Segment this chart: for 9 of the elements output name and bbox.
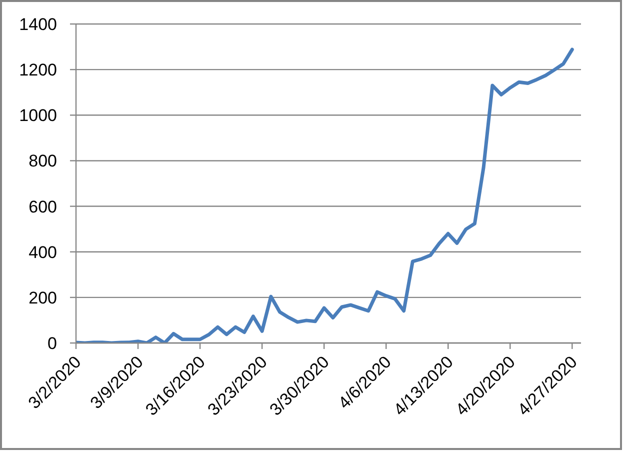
line-series [76,48,574,343]
y-tick-label: 200 [28,288,57,308]
y-tick-label: 800 [28,152,57,171]
y-tick-label: 1200 [19,60,57,80]
y-tick-label: 1400 [19,15,57,34]
y-tick-label: 400 [28,242,57,262]
y-tick-label: 1000 [19,106,57,126]
y-tick-label: 0 [48,334,57,354]
y-tick-label: 600 [28,197,57,216]
